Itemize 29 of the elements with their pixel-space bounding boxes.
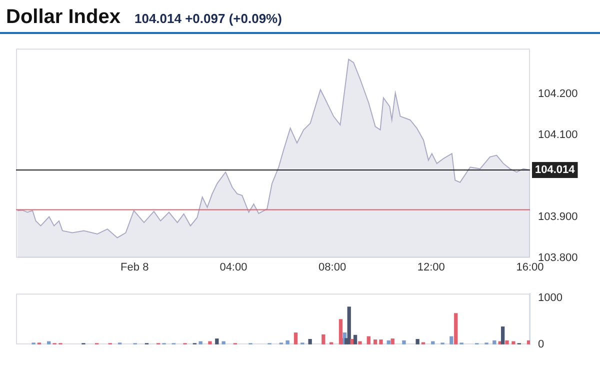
bar: [379, 339, 383, 344]
chart-title: Dollar Index: [6, 6, 120, 29]
x-tick-label: Feb 8: [120, 261, 149, 274]
bar: [390, 338, 394, 344]
bar: [294, 332, 298, 344]
bar: [308, 338, 312, 344]
y-tick-label: 103.800: [538, 252, 578, 264]
chart-subtitle: 104.014 +0.097 (+0.09%): [134, 11, 282, 26]
x-tick-label: 04:00: [220, 261, 248, 274]
y-tick-label: 103.900: [538, 210, 578, 223]
y-tick-label: 1000: [538, 292, 562, 304]
y-tick-label: 104.100: [538, 128, 578, 141]
x-tick-label: 08:00: [318, 261, 346, 274]
bar: [454, 313, 458, 344]
bar: [500, 326, 505, 344]
x-tick-label: 12:00: [417, 261, 445, 274]
bar: [402, 340, 406, 344]
bar: [505, 340, 509, 344]
bar: [416, 338, 420, 344]
bar: [215, 338, 219, 344]
y-tick-label: 104.200: [538, 88, 578, 100]
y-tick-label: 0: [538, 338, 544, 350]
bar: [322, 334, 326, 344]
x-tick-label: 16:00: [516, 261, 544, 274]
bar: [366, 336, 370, 344]
ref-line-label: 104.014: [535, 164, 576, 176]
bar: [347, 306, 351, 344]
bar: [353, 334, 358, 344]
bar: [450, 336, 454, 344]
